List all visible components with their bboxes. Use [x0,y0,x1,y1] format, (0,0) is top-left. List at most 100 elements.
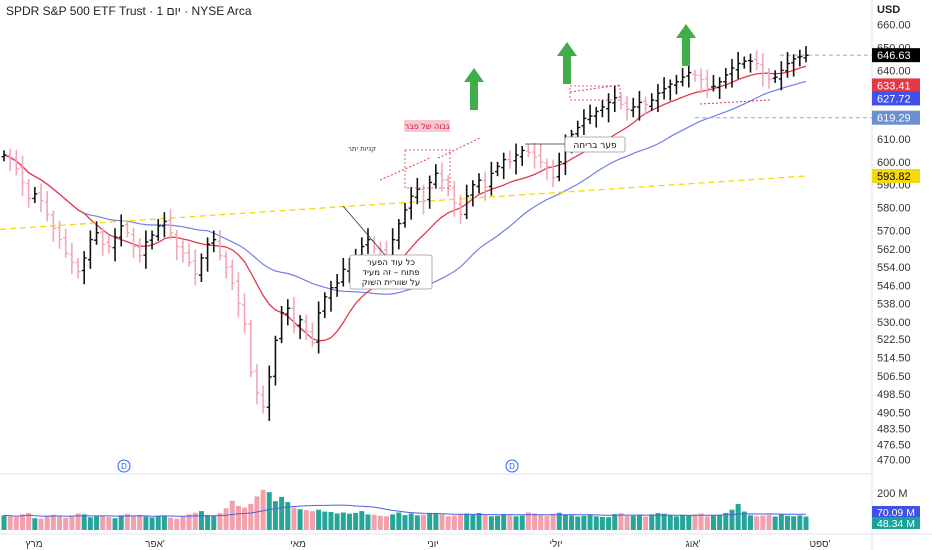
volume-bar [359,511,365,530]
volume-bar [50,514,56,530]
ohlc-bar [556,152,562,182]
ohlc-bar [205,237,211,272]
volume-bar [272,501,278,530]
y-tick-label: 530.00 [877,317,911,329]
ohlc-bar [131,227,137,258]
ohlc-bar [624,96,630,121]
ohlc-bar [618,92,624,110]
volume-tick-label: 200 M [877,488,908,500]
up-arrow-icon [557,42,577,84]
price-label-bg [872,91,920,106]
ohlc-bar [75,257,81,279]
volume-bar [636,515,642,530]
volume-bar [667,515,673,530]
volume-bar [81,514,87,530]
volume-bar [525,512,531,530]
volume-bar [205,515,211,530]
ohlc-bar [507,150,513,169]
ohlc-bar [599,100,605,118]
ohlc-bar [698,68,704,94]
ohlc-bar [784,52,790,78]
volume-bar [1,515,7,530]
volume-bar [254,496,260,530]
volume-bar [32,518,38,530]
volume-bar [346,513,352,530]
volume-bar [168,517,174,530]
ohlc-bar [704,69,710,98]
ohlc-bar [513,143,519,175]
ohlc-bar [69,243,75,274]
ohlc-bar [673,74,679,95]
volume-bar [260,489,266,530]
y-tick-label: 562.00 [877,244,911,256]
volume-bar [606,517,612,530]
x-tick-label: אפר' [145,539,165,550]
volume-bar [26,512,32,530]
volume-bar [723,512,729,530]
trend-dotted-line [379,157,431,181]
y-tick-label: 600.00 [877,157,911,169]
volume-bar [198,511,204,530]
volume-bar [569,515,575,530]
volume-bar [316,509,322,530]
ohlc-bar [754,50,760,71]
ohlc-bar [451,180,457,217]
volume-bar [760,515,766,530]
ohlc-bar [174,229,180,261]
price-label: 619.29 [872,110,920,125]
volume-bar [575,516,581,530]
ohlc-bar [729,58,735,88]
volume-label-text: 70.09 M [877,507,915,519]
volume-bar [612,514,618,530]
x-tick-label: ספט' [809,539,830,550]
ohlc-bar [223,251,229,279]
price-label-text: 633.41 [877,80,911,92]
volume-bar [180,516,186,530]
ohlc-bar [20,155,26,197]
ohlc-bar [168,208,174,240]
volume-bar [217,513,223,530]
volume-bar [13,517,19,530]
annotation-breakaway-box [564,136,626,153]
y-tick-label: 546.00 [877,280,911,292]
volume-bar [476,512,482,530]
ohlc-bar [192,249,198,286]
ohlc-bar [710,74,716,92]
volume-bar [161,516,167,530]
ohlc-bar [242,293,248,334]
volume-bar [365,514,371,530]
annotation-gap-pointer [342,205,386,256]
ohlc-bar [248,319,254,377]
volume-bar [698,513,704,530]
ohlc-bar [760,53,766,87]
volume-bar [192,512,198,530]
ohlc-bar [124,220,130,238]
volume-bar [692,514,698,530]
volume-bar [322,511,328,530]
volume-bar [538,514,544,530]
volume-bar [414,515,420,530]
volume-bar [353,512,359,530]
ohlc-bar [217,229,223,261]
ohlc-bar [229,259,235,290]
volume-bar [229,500,235,530]
ohlc-bar [118,214,124,247]
ohlc-bar [532,142,538,169]
ohlc-bar [439,162,445,192]
volume-bar [581,515,587,530]
volume-bar [248,504,254,530]
ohlc-bar [260,385,266,414]
volume-bar [735,504,741,530]
price-label: 593.82 [872,168,920,183]
dividend-marker-icon [117,459,131,473]
ohlc-bar [747,53,753,73]
volume-bar [340,512,346,530]
ohlc-bar [272,335,278,386]
volume-bar [63,517,69,530]
volume-bar [149,517,155,530]
ohlc-bar [303,314,309,341]
volume-bar [334,513,340,530]
flag-box [569,85,621,101]
volume-bar [686,515,692,530]
